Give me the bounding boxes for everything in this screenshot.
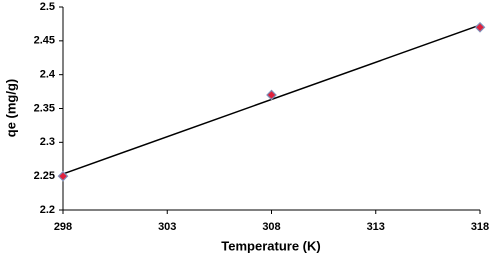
- y-tick-label: 2.4: [40, 69, 56, 81]
- point: [266, 89, 277, 101]
- y-tick-label: 2.45: [34, 35, 55, 47]
- point: [57, 170, 69, 182]
- x-tick-label: 318: [471, 221, 489, 233]
- x-tick-label: 303: [158, 221, 176, 233]
- y-tick-label: 2.35: [34, 102, 55, 114]
- x-axis-title: Temperature (K): [221, 238, 320, 253]
- y-tick-label: 2.25: [34, 170, 55, 182]
- x-tick-label: 308: [262, 221, 280, 233]
- point: [474, 21, 486, 33]
- y-tick-label: 2.5: [40, 1, 55, 13]
- y-tick-label: 2.2: [40, 204, 55, 216]
- x-tick-label: 313: [367, 221, 385, 233]
- x-tick-label: 298: [54, 221, 72, 233]
- y-tick-label: 2.3: [40, 136, 55, 148]
- y-axis-title: qe (mg/g): [3, 79, 18, 138]
